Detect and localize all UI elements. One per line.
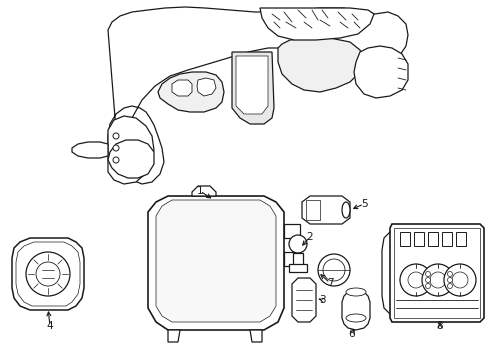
Polygon shape: [108, 116, 154, 184]
Bar: [455, 232, 465, 246]
Circle shape: [451, 272, 467, 288]
Polygon shape: [291, 278, 315, 322]
Circle shape: [425, 271, 429, 276]
Polygon shape: [197, 78, 216, 96]
Text: 1: 1: [196, 186, 203, 196]
Circle shape: [447, 271, 451, 276]
Circle shape: [421, 264, 453, 296]
Circle shape: [36, 262, 60, 286]
Polygon shape: [108, 140, 154, 178]
Ellipse shape: [346, 288, 365, 296]
Circle shape: [288, 235, 306, 253]
Polygon shape: [236, 56, 267, 114]
Ellipse shape: [341, 202, 349, 218]
Polygon shape: [353, 46, 407, 98]
Circle shape: [443, 264, 475, 296]
Bar: [284, 252, 299, 266]
Text: 7: 7: [326, 278, 333, 288]
Text: 6: 6: [348, 329, 355, 339]
Polygon shape: [389, 224, 483, 322]
Bar: [292, 253, 303, 267]
Circle shape: [425, 278, 429, 283]
Circle shape: [447, 278, 451, 283]
Polygon shape: [341, 290, 369, 330]
Polygon shape: [12, 238, 84, 310]
Circle shape: [407, 272, 423, 288]
Polygon shape: [158, 72, 224, 112]
Text: 3: 3: [318, 295, 325, 305]
Circle shape: [399, 264, 431, 296]
Polygon shape: [16, 242, 80, 306]
Circle shape: [447, 284, 451, 288]
Polygon shape: [72, 142, 108, 158]
Bar: [305, 200, 319, 220]
Circle shape: [113, 133, 119, 139]
Text: 2: 2: [306, 232, 313, 242]
Bar: [288, 264, 306, 272]
Ellipse shape: [317, 254, 349, 286]
Text: 5: 5: [360, 199, 366, 209]
Polygon shape: [260, 8, 373, 40]
Circle shape: [113, 145, 119, 151]
Circle shape: [113, 157, 119, 163]
Polygon shape: [148, 196, 284, 330]
Polygon shape: [156, 200, 275, 322]
Polygon shape: [278, 38, 363, 92]
Circle shape: [26, 252, 70, 296]
Polygon shape: [108, 7, 407, 184]
Circle shape: [429, 272, 445, 288]
Bar: [413, 232, 423, 246]
Ellipse shape: [346, 314, 365, 322]
Bar: [284, 224, 299, 238]
Polygon shape: [172, 80, 192, 96]
Polygon shape: [302, 196, 349, 224]
Ellipse shape: [323, 259, 345, 281]
Bar: [399, 232, 409, 246]
Circle shape: [425, 284, 429, 288]
Polygon shape: [393, 228, 479, 318]
Polygon shape: [231, 52, 273, 124]
Text: 8: 8: [436, 321, 443, 331]
Bar: [441, 232, 451, 246]
Bar: [427, 232, 437, 246]
Polygon shape: [192, 186, 216, 196]
Text: 4: 4: [46, 321, 53, 331]
Polygon shape: [168, 330, 180, 342]
Polygon shape: [249, 330, 262, 342]
